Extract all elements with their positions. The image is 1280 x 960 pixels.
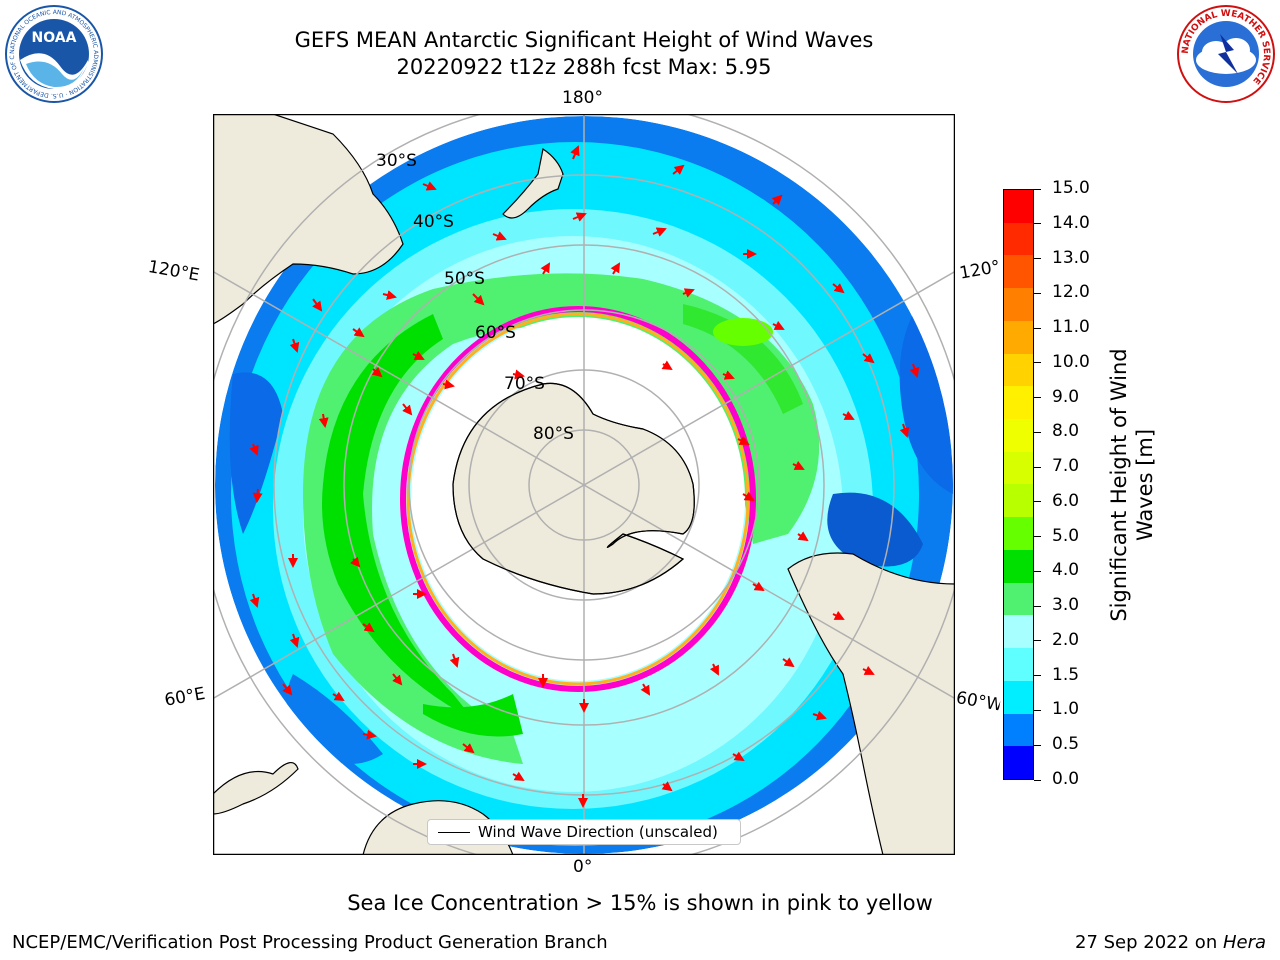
colorbar-swatch <box>1004 288 1033 321</box>
wave-height-field <box>215 116 953 854</box>
colorbar-swatch <box>1004 320 1033 354</box>
polar-map <box>212 113 956 856</box>
colorbar-swatch <box>1004 582 1033 616</box>
svg-text:NOAA: NOAA <box>32 30 77 46</box>
colorbar-swatch <box>1004 353 1033 387</box>
colorbar-swatch <box>1004 615 1033 649</box>
colorbar-swatch <box>1004 419 1033 452</box>
colorbar-tick-mark <box>1034 779 1041 781</box>
nws-logo: NATIONAL WEATHER SERVICE <box>1176 4 1276 104</box>
colorbar-swatch <box>1004 222 1033 256</box>
legend-line <box>438 832 470 833</box>
map-legend: Wind Wave Direction (unscaled) <box>427 819 741 845</box>
colorbar-tick-mark <box>1034 709 1041 711</box>
chart-title: GEFS MEAN Antarctic Significant Height o… <box>294 28 874 52</box>
colorbar-swatch <box>1004 386 1033 420</box>
colorbar-tick-mark <box>1034 223 1041 225</box>
colorbar-label-line2: Waves [m] <box>1133 428 1157 542</box>
lat-label-60s: 60°S <box>475 323 516 343</box>
colorbar <box>1003 189 1034 780</box>
colorbar-swatch <box>1004 746 1033 779</box>
colorbar-tick-mark <box>1034 362 1041 364</box>
colorbar-swatch <box>1004 713 1033 747</box>
colorbar-tick-mark <box>1034 431 1041 433</box>
colorbar-swatch <box>1004 451 1033 485</box>
map-frame <box>212 113 956 856</box>
lon-label-top: 180° <box>562 88 603 108</box>
lon-label-lower-right: 60°W <box>954 688 1002 716</box>
new-zealand-land <box>502 148 564 219</box>
colorbar-tick-mark <box>1034 466 1041 468</box>
colorbar-tick-label: 15.0 <box>1052 178 1090 198</box>
colorbar-tick-mark <box>1034 605 1041 607</box>
south-america-land <box>787 552 955 855</box>
colorbar-tick-mark <box>1034 397 1041 399</box>
lon-label-upper-left: 120°E <box>146 257 201 286</box>
colorbar-tick-label: 1.5 <box>1052 664 1080 685</box>
colorbar-swatch <box>1004 484 1033 518</box>
colorbar-tick-mark <box>1034 501 1041 503</box>
colorbar-swatch <box>1004 255 1033 289</box>
footer-branch: NCEP/EMC/Verification Post Processing Pr… <box>12 932 608 953</box>
colorbar-tick-label: 2.0 <box>1052 629 1080 650</box>
colorbar-tick-label: 1.0 <box>1052 699 1080 720</box>
colorbar-tick-label: 0.5 <box>1052 734 1080 755</box>
colorbar-tick-label: 14.0 <box>1052 212 1090 233</box>
colorbar-tick-label: 8.0 <box>1052 421 1080 442</box>
colorbar-swatch <box>1004 517 1033 550</box>
colorbar-swatch <box>1004 648 1033 681</box>
noaa-logo: NOAA NATIONAL OCEANIC AND ATMOSPHERIC AD… <box>1 0 104 104</box>
colorbar-tick-label: 5.0 <box>1052 525 1080 546</box>
colorbar-tick-mark <box>1034 327 1041 329</box>
colorbar-tick-label: 11.0 <box>1052 317 1090 338</box>
colorbar-tick-mark <box>1034 188 1041 190</box>
colorbar-tick-mark <box>1034 640 1041 642</box>
lat-label-80s: 80°S <box>533 424 574 444</box>
lon-label-lower-left: 60°E <box>163 683 207 711</box>
wind-wave-arrows <box>249 145 920 808</box>
colorbar-tick-label: 12.0 <box>1052 282 1090 303</box>
sea-ice-caption: Sea Ice Concentration > 15% is shown in … <box>347 891 933 915</box>
footer-date: 27 Sep 2022 on Hera <box>1075 932 1266 953</box>
footer-host: Hera <box>1222 932 1266 953</box>
colorbar-tick-label: 9.0 <box>1052 386 1080 407</box>
lat-label-40s: 40°S <box>413 212 454 232</box>
colorbar-tick-label: 10.0 <box>1052 351 1090 372</box>
lat-label-30s: 30°S <box>376 151 417 171</box>
colorbar-tick-label: 4.0 <box>1052 560 1080 581</box>
footer-date-text: 27 Sep 2022 on <box>1075 932 1223 953</box>
lat-label-50s: 50°S <box>444 269 485 289</box>
colorbar-tick-mark <box>1034 744 1041 746</box>
colorbar-tick-label: 6.0 <box>1052 490 1080 511</box>
colorbar-tick-mark <box>1034 258 1041 260</box>
colorbar-tick-label: 0.0 <box>1052 769 1080 789</box>
colorbar-swatch <box>1004 549 1033 583</box>
lon-label-upper-right: 120° <box>958 256 1002 284</box>
lon-label-bottom: 0° <box>573 857 593 877</box>
colorbar-tick-label: 13.0 <box>1052 247 1090 268</box>
colorbar-tick-label: 3.0 <box>1052 595 1080 616</box>
colorbar-label-line1: Significant Height of Wind <box>1107 348 1131 622</box>
colorbar-swatch <box>1004 680 1033 714</box>
colorbar-tick-mark <box>1034 292 1041 294</box>
colorbar-tick-label: 7.0 <box>1052 456 1080 477</box>
colorbar-tick-mark <box>1034 570 1041 572</box>
colorbar-swatch <box>1004 190 1033 223</box>
antarctica-outline <box>452 382 695 595</box>
lat-label-70s: 70°S <box>504 374 545 394</box>
chart-subtitle: 20220922 t12z 288h fcst Max: 5.95 <box>396 55 772 79</box>
colorbar-tick-mark <box>1034 536 1041 538</box>
legend-label: Wind Wave Direction (unscaled) <box>478 823 718 841</box>
colorbar-label: Significant Height of Wind Waves [m] <box>1104 300 1160 670</box>
colorbar-tick-mark <box>1034 675 1041 677</box>
